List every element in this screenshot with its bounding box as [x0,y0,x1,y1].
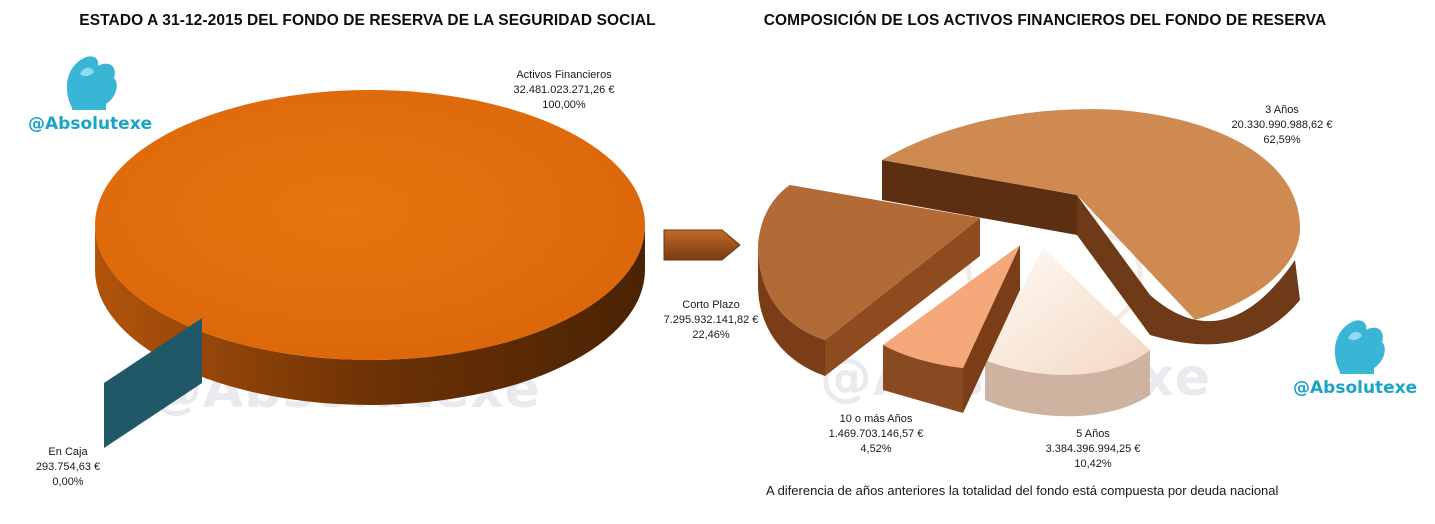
pie-slice-activos-financieros-side [95,225,645,405]
data-label-value: 20.330.990.988,62 € [1231,119,1333,131]
brand-handle: @Absolutexe [28,114,153,134]
data-label-5-anos: 5 Años 3.384.396.994,25 € 10,42% [1046,427,1141,472]
brand-handle: @Absolutexe [1293,378,1418,398]
data-label-percent: 62,59% [1263,134,1301,146]
pie-slice-10-o-mas-anos [883,245,1020,368]
data-label-percent: 100,00% [542,99,586,111]
data-label-percent: 10,42% [1074,458,1112,470]
pie-slice-en-caja [104,318,202,448]
footnote: A diferencia de años anteriores la total… [766,483,1279,498]
data-label-name: 10 o más Años [839,413,913,425]
griffin-logo-icon [66,56,117,110]
pie-slice-activos-financieros [95,90,645,360]
griffin-logo-icon [1334,320,1385,374]
pie-slice-corto-plazo-side [825,218,980,376]
pie-slice-5-anos-side [985,350,1150,417]
data-label-name: Corto Plazo [682,299,740,311]
pie-slice-10-o-mas-anos-side [963,245,1020,413]
pie-slice-5-anos [985,248,1150,375]
data-label-name: Activos Financieros [516,69,612,81]
pie-slice-corto-plazo-side [758,245,825,376]
pie-chart-right [758,109,1300,417]
pie-slice-3-anos-side [882,160,1077,235]
data-label-percent: 22,46% [692,329,730,341]
data-label-en-caja: En Caja 293.754,63 € 0,00% [36,445,100,490]
data-label-value: 32.481.023.271,26 € [513,84,615,96]
data-label-percent: 4,52% [860,443,892,455]
data-label-value: 293.754,63 € [35,461,101,473]
data-label-3-anos: 3 Años 20.330.990.988,62 € 62,59% [1232,103,1333,148]
data-label-percent: 0,00% [52,476,84,488]
pie-chart-left [95,90,645,448]
data-label-value: 7.295.932.141,82 € [663,314,759,326]
pie-slice-corto-plazo [758,185,980,340]
data-label-name: 3 Años [1265,104,1299,116]
pie-slice-3-anos [882,109,1300,320]
data-label-name: En Caja [48,446,88,458]
chart-title-left: ESTADO A 31-12-2015 DEL FONDO DE RESERVA… [79,12,656,29]
data-label-10-o-mas-anos: 10 o más Años 1.469.703.146,57 € 4,52% [829,412,924,457]
data-label-value: 1.469.703.146,57 € [828,428,924,440]
data-label-corto-plazo: Corto Plazo 7.295.932.141,82 € 22,46% [664,298,759,343]
chart-title-right: COMPOSICIÓN DE LOS ACTIVOS FINANCIEROS D… [763,12,1327,29]
pie-slice-3-anos-side [1077,195,1300,345]
data-label-value: 3.384.396.994,25 € [1045,443,1141,455]
pie-slice-10-o-mas-anos-side [883,345,963,413]
arrow-shape [663,229,741,261]
data-label-activos-financieros: Activos Financieros 32.481.023.271,26 € … [514,68,615,113]
data-label-name: 5 Años [1076,428,1110,440]
